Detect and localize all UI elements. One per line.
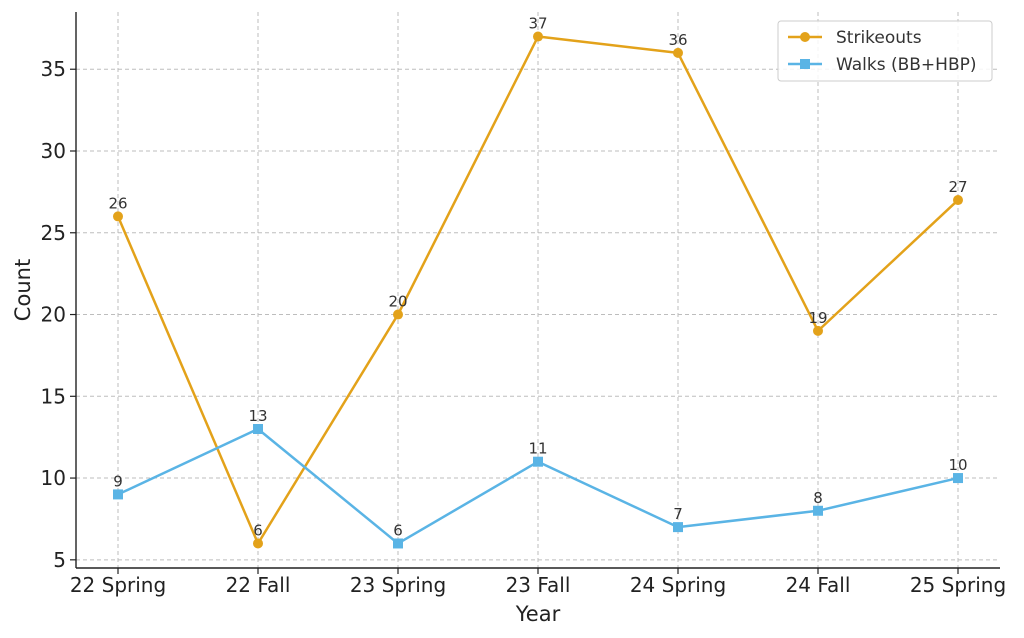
point-walks-bb-hbp-0 (113, 489, 123, 500)
legend-walks-marker (800, 59, 810, 69)
point-strikeouts-5 (813, 325, 823, 336)
point-strikeouts-2 (393, 309, 403, 320)
y-tick-label-25: 25 (41, 221, 66, 245)
point-strikeouts-1 (253, 538, 263, 549)
data-label-walks-bb-hbp-3: 11 (528, 440, 547, 458)
point-walks-bb-hbp-2 (393, 538, 403, 549)
data-label-walks-bb-hbp-4: 7 (673, 505, 683, 523)
ticks: 5 10 15 20 25 30 35 22 Spring 22 Fall 23 Spring 23… (41, 57, 1007, 597)
x-tick-label-5: 24 Fall (786, 573, 851, 597)
data-label-walks-bb-hbp-6: 10 (948, 456, 967, 474)
legend-walks-label: Walks (BB+HBP) (836, 55, 977, 75)
x-tick-label-0: 22 Spring (70, 573, 166, 597)
x-tick-label-4: 24 Spring (630, 573, 726, 597)
point-strikeouts-4 (673, 47, 683, 58)
series-layer (113, 31, 963, 549)
x-tick-label-6: 25 Spring (910, 573, 1006, 597)
x-axis-title: Year (515, 602, 561, 626)
x-tick-label-3: 23 Fall (506, 573, 571, 597)
point-walks-bb-hbp-1 (253, 424, 263, 434)
legend-box (777, 20, 993, 82)
point-walks-bb-hbp-3 (533, 456, 543, 467)
data-labels-layer: 26 6 20 37 36 19 27 9 13 6 11 7 8 10 (108, 15, 967, 540)
data-label-strikeouts-2: 20 (388, 293, 407, 311)
data-label-strikeouts-5: 19 (808, 309, 827, 327)
data-label-strikeouts-0: 26 (108, 194, 127, 212)
y-tick-label-35: 35 (41, 57, 66, 81)
y-tick-label-30: 30 (41, 139, 66, 163)
point-walks-bb-hbp-4 (673, 522, 683, 533)
point-strikeouts-0 (113, 211, 123, 222)
legend-strikeouts-marker (800, 32, 810, 42)
point-walks-bb-hbp-6 (953, 473, 963, 484)
data-label-walks-bb-hbp-1: 13 (248, 407, 267, 425)
y-tick-label-20: 20 (41, 303, 66, 327)
y-tick-label-5: 5 (53, 548, 66, 572)
data-label-strikeouts-4: 36 (668, 31, 687, 49)
x-tick-label-2: 23 Spring (350, 573, 446, 597)
point-strikeouts-3 (533, 31, 543, 42)
data-label-strikeouts-1: 6 (253, 521, 263, 539)
y-axis-title: Count (11, 259, 35, 321)
point-walks-bb-hbp-5 (813, 505, 823, 516)
y-tick-label-10: 10 (41, 466, 66, 490)
data-label-strikeouts-3: 37 (528, 15, 547, 33)
data-label-walks-bb-hbp-2: 6 (393, 521, 403, 539)
legend-strikeouts-label: Strikeouts (836, 28, 922, 48)
point-strikeouts-6 (953, 195, 963, 206)
data-label-strikeouts-6: 27 (948, 178, 967, 196)
legend: Strikeouts Walks (BB+HBP) (777, 20, 993, 82)
data-label-walks-bb-hbp-5: 8 (813, 489, 823, 507)
y-tick-label-15: 15 (41, 384, 66, 408)
data-label-walks-bb-hbp-0: 9 (113, 472, 123, 490)
x-tick-label-1: 22 Fall (226, 573, 291, 597)
